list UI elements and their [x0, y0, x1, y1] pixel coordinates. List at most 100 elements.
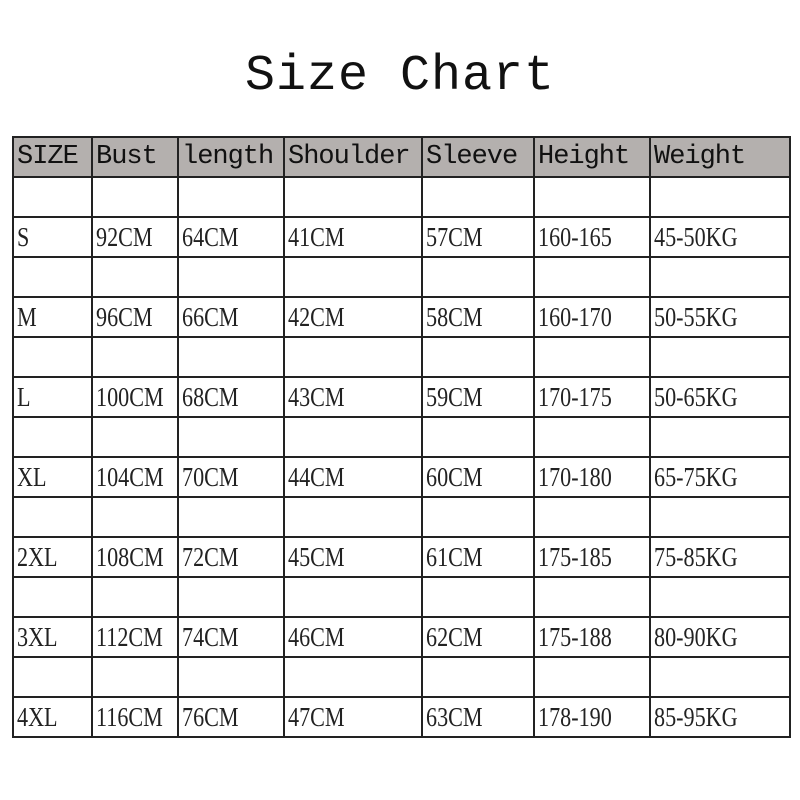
- cell-text: 104CM: [96, 461, 164, 492]
- table-cell: 61CM: [421, 536, 535, 578]
- empty-cell: [12, 576, 93, 618]
- cell-text: 65-75KG: [654, 461, 738, 492]
- cell-text: S: [17, 221, 30, 252]
- table-cell: 63CM: [421, 696, 535, 738]
- table-row: L 100CM 68CM 43CM 59CM 170-175 50-65KG: [12, 376, 791, 418]
- empty-cell: [533, 496, 651, 538]
- empty-cell: [177, 496, 285, 538]
- empty-cell: [533, 336, 651, 378]
- table-cell: XL: [12, 456, 93, 498]
- table-cell: L: [12, 376, 93, 418]
- cell-text: 70CM: [182, 461, 239, 492]
- empty-cell: [421, 416, 535, 458]
- cell-text: 50-55KG: [654, 301, 738, 332]
- table-cell: 64CM: [177, 216, 285, 258]
- cell-text: 64CM: [182, 221, 239, 252]
- empty-cell: [177, 256, 285, 298]
- empty-cell: [421, 336, 535, 378]
- empty-cell: [533, 256, 651, 298]
- cell-text: 108CM: [96, 541, 164, 572]
- empty-cell: [649, 176, 791, 218]
- table-cell: M: [12, 296, 93, 338]
- empty-cell: [12, 176, 93, 218]
- spacer-row: [12, 496, 791, 538]
- cell-text: 76CM: [182, 701, 239, 732]
- table-cell: 76CM: [177, 696, 285, 738]
- empty-cell: [177, 656, 285, 698]
- table-cell: 45CM: [283, 536, 423, 578]
- table-row: 4XL 116CM 76CM 47CM 63CM 178-190 85-95KG: [12, 696, 791, 738]
- column-header-shoulder: Shoulder: [283, 136, 423, 178]
- empty-cell: [12, 256, 93, 298]
- cell-text: 170-175: [538, 381, 612, 412]
- empty-cell: [91, 576, 179, 618]
- spacer-row: [12, 656, 791, 698]
- cell-text: 75-85KG: [654, 541, 738, 572]
- table-cell: 59CM: [421, 376, 535, 418]
- cell-text: 112CM: [96, 621, 163, 652]
- empty-cell: [283, 656, 423, 698]
- table-row: 2XL 108CM 72CM 45CM 61CM 175-185 75-85KG: [12, 536, 791, 578]
- cell-text: 160-165: [538, 221, 612, 252]
- cell-text: 43CM: [288, 381, 345, 412]
- empty-cell: [12, 496, 93, 538]
- table-cell: 75-85KG: [649, 536, 791, 578]
- column-header-size: SIZE: [12, 136, 93, 178]
- empty-cell: [649, 656, 791, 698]
- empty-cell: [177, 336, 285, 378]
- empty-cell: [177, 176, 285, 218]
- empty-cell: [91, 256, 179, 298]
- spacer-row: [12, 576, 791, 618]
- table-cell: 104CM: [91, 456, 179, 498]
- cell-text: 61CM: [426, 541, 483, 572]
- table-cell: 50-65KG: [649, 376, 791, 418]
- empty-cell: [533, 416, 651, 458]
- empty-cell: [421, 256, 535, 298]
- empty-cell: [649, 496, 791, 538]
- table-cell: 72CM: [177, 536, 285, 578]
- cell-text: 41CM: [288, 221, 345, 252]
- cell-text: 68CM: [182, 381, 239, 412]
- cell-text: 45-50KG: [654, 221, 738, 252]
- cell-text: 85-95KG: [654, 701, 738, 732]
- table-cell: 178-190: [533, 696, 651, 738]
- cell-text: 170-180: [538, 461, 612, 492]
- table-cell: 57CM: [421, 216, 535, 258]
- empty-cell: [283, 496, 423, 538]
- table-row: M 96CM 66CM 42CM 58CM 160-170 50-55KG: [12, 296, 791, 338]
- empty-cell: [283, 176, 423, 218]
- empty-cell: [91, 496, 179, 538]
- empty-cell: [12, 416, 93, 458]
- cell-text: 92CM: [96, 221, 153, 252]
- empty-cell: [91, 176, 179, 218]
- empty-cell: [649, 416, 791, 458]
- table-cell: 58CM: [421, 296, 535, 338]
- cell-text: 62CM: [426, 621, 483, 652]
- table-cell: 66CM: [177, 296, 285, 338]
- cell-text: 175-188: [538, 621, 612, 652]
- table-cell: 45-50KG: [649, 216, 791, 258]
- cell-text: XL: [17, 461, 47, 492]
- table-cell: S: [12, 216, 93, 258]
- cell-text: M: [17, 301, 37, 332]
- cell-text: 2XL: [17, 541, 58, 572]
- table-cell: 175-185: [533, 536, 651, 578]
- empty-cell: [177, 576, 285, 618]
- cell-text: 72CM: [182, 541, 239, 572]
- empty-cell: [12, 656, 93, 698]
- cell-text: 60CM: [426, 461, 483, 492]
- empty-cell: [649, 256, 791, 298]
- empty-cell: [283, 256, 423, 298]
- spacer-row: [12, 256, 791, 298]
- cell-text: 160-170: [538, 301, 612, 332]
- cell-text: 100CM: [96, 381, 164, 412]
- table-cell: 70CM: [177, 456, 285, 498]
- cell-text: 74CM: [182, 621, 239, 652]
- table-cell: 65-75KG: [649, 456, 791, 498]
- cell-text: 4XL: [17, 701, 58, 732]
- cell-text: 80-90KG: [654, 621, 738, 652]
- cell-text: 50-65KG: [654, 381, 738, 412]
- cell-text: 3XL: [17, 621, 58, 652]
- table-cell: 50-55KG: [649, 296, 791, 338]
- size-chart-table: SIZE Bust length Shoulder Sleeve Height Weight…: [12, 136, 791, 738]
